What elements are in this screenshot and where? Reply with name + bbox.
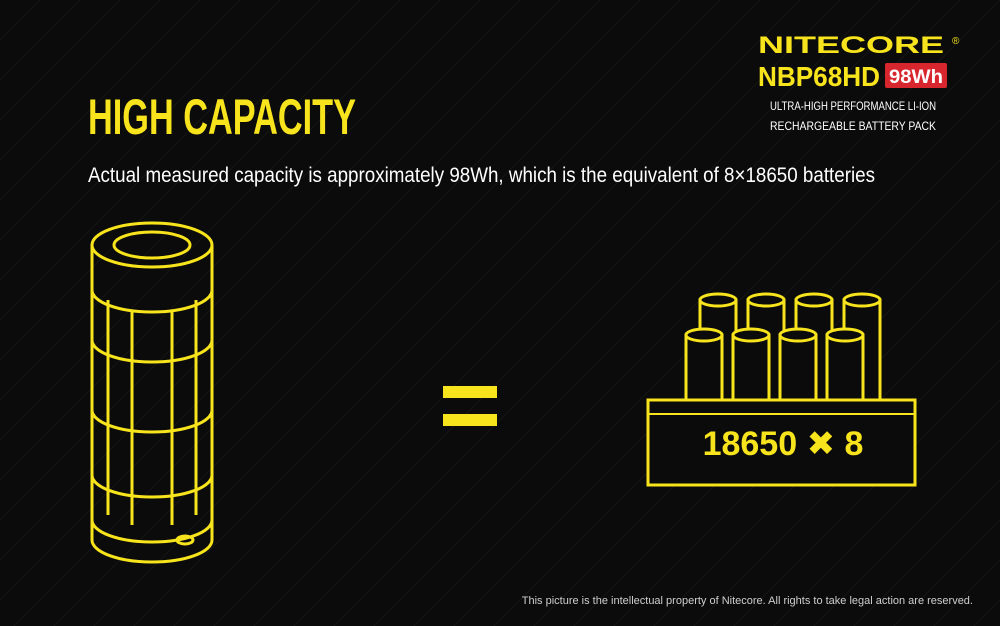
model: NBP68HD <box>758 61 880 92</box>
title: HIGH CAPACITY <box>88 89 356 145</box>
equals-bar <box>443 386 497 398</box>
footer: This picture is the intellectual propert… <box>522 595 973 607</box>
subtitle: Actual measured capacity is approximatel… <box>88 164 875 187</box>
cells-label: 18650 ✖ 8 <box>703 425 864 463</box>
badge-background <box>885 63 947 88</box>
equals-bar <box>443 414 497 426</box>
cells <box>646 292 917 487</box>
logo: NITECORE ® NBP68HD 98Wh ULTRA-HIGH PERFO… <box>758 32 960 133</box>
capacity-badge: 98Wh <box>889 67 943 88</box>
brand: NITECORE <box>758 32 944 59</box>
description-line: ULTRA-HIGH PERFORMANCE LI-ION <box>770 99 936 113</box>
registered-mark: ® <box>952 36 960 47</box>
description-line: RECHARGEABLE BATTERY PACK <box>770 119 936 133</box>
battery-pack <box>90 221 214 564</box>
